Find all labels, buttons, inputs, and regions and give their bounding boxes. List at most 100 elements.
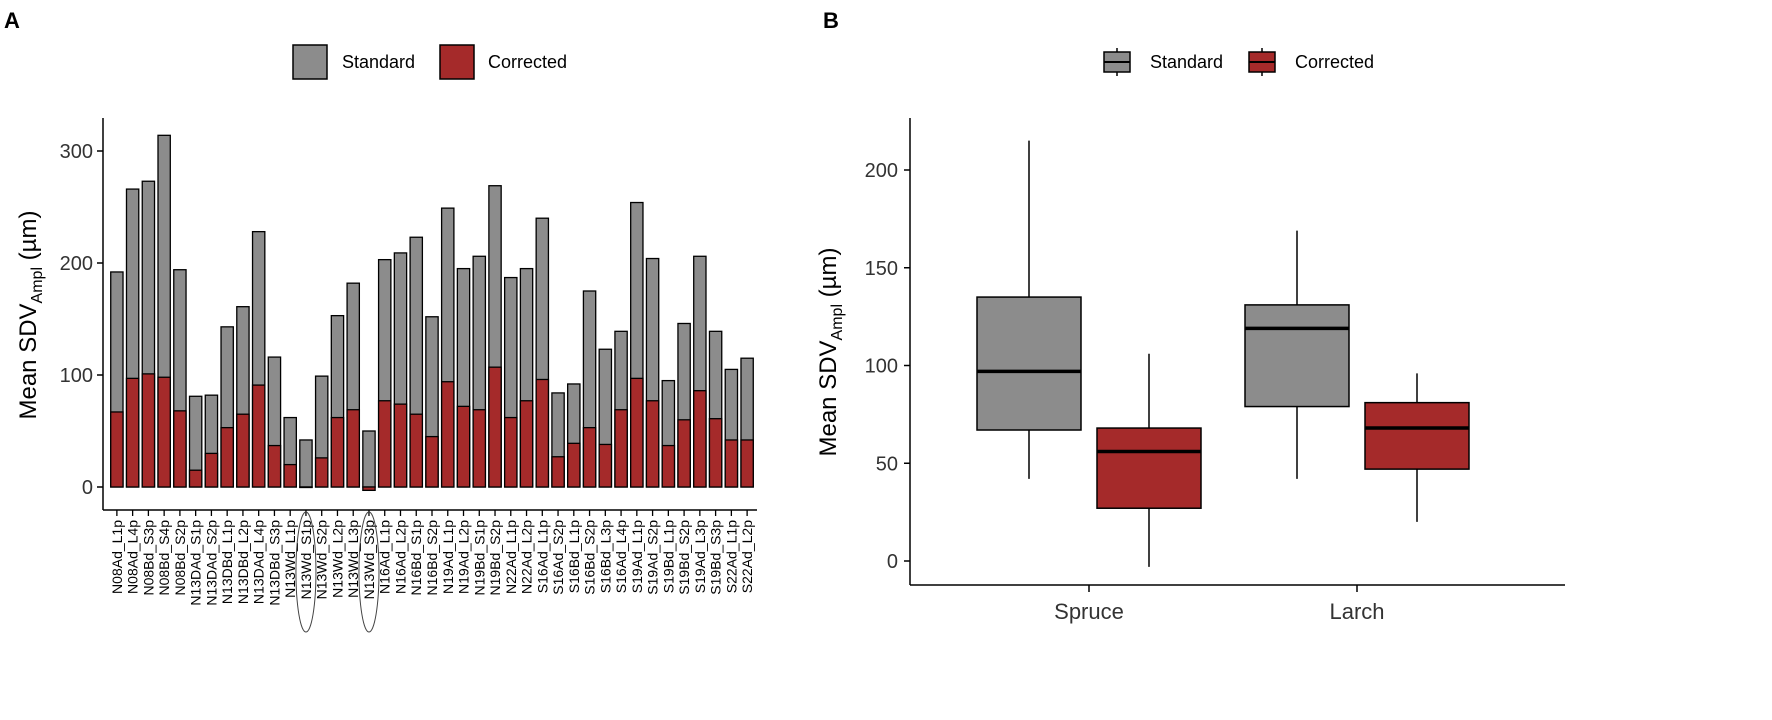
box-standard [1244, 304, 1350, 408]
bar-corrected [283, 463, 297, 488]
plot-area-b: 0 50 100 150 200 Spruce Larch [865, 118, 1565, 624]
bar-corrected [188, 469, 203, 488]
legend-b-standard-label: Standard [1150, 52, 1223, 72]
x-tick-label-a: N13DAd_L4p [251, 520, 267, 604]
bar-corrected [267, 444, 282, 488]
bar-corrected [393, 403, 408, 488]
x-tick-label-a: N19Ad_L1p [440, 520, 456, 594]
y-tick-label-a: 300 [60, 141, 93, 163]
x-tick-label-a: N13Wd_L3p [345, 520, 361, 598]
bar-corrected [440, 381, 455, 488]
x-tick-label-a: N16Ad_L2p [392, 520, 408, 594]
bar-standard [362, 430, 376, 488]
bar-corrected [236, 413, 250, 488]
x-tick-label-a: N08Ad_L1p [109, 520, 125, 594]
x-tick-label-a: N19Bd_S2p [487, 520, 503, 596]
x-tick-label-a: N08Bd_S4p [156, 520, 172, 596]
x-tick-label-a: N19Ad_L2p [456, 520, 472, 594]
x-tick-label-b: Spruce [1054, 599, 1124, 624]
bar-corrected [488, 366, 502, 488]
x-tick-label-a: N13Wd_S1p [298, 520, 314, 600]
bar-corrected [362, 486, 376, 492]
x-tick-label-a: N08Ad_L4p [125, 520, 141, 594]
bar-corrected [598, 443, 613, 488]
y-tick-label-b: 200 [865, 160, 898, 182]
bar-corrected [141, 373, 156, 488]
box-standard [976, 296, 1082, 431]
legend-a: Standard Corrected [292, 44, 567, 80]
bar-corrected [204, 452, 219, 488]
x-tick-label-a: S16Ad_S2p [550, 520, 566, 595]
bar-corrected [693, 390, 707, 488]
bar-corrected [125, 377, 140, 488]
bar-corrected [346, 409, 361, 488]
bar-corrected [314, 457, 329, 488]
x-tick-label-a: N13DBd_L2p [235, 520, 251, 604]
x-tick-label-a: N22Ad_L2p [519, 520, 535, 594]
x-tick-label-a: N22Ad_L1p [503, 520, 519, 594]
x-tick-label-a: N13DAd_S1p [188, 520, 204, 606]
x-tick-label-a: N13DBd_L1p [219, 520, 235, 604]
bar-corrected [503, 416, 518, 488]
bar-corrected [614, 409, 628, 488]
x-tick-label-a: N13DAd_S2p [203, 520, 219, 606]
y-axis-title-b: Mean SDVAmpl (µm) [815, 248, 846, 457]
x-tick-label-a: S16Ad_L4p [613, 520, 629, 593]
x-tick-label-a: S19Ad_L1p [629, 520, 645, 593]
x-tick-label-a: N16Bd_S2p [424, 520, 440, 596]
y-tick-label-b: 150 [865, 258, 898, 280]
x-tick-label-a: S16Bd_S2p [582, 520, 598, 595]
legend-b: Standard Corrected [1103, 48, 1374, 76]
y-tick-label-a: 100 [60, 365, 93, 387]
panel-label-b: B [823, 8, 839, 33]
legend-a-standard-label: Standard [342, 52, 415, 72]
panel-label-a: A [4, 8, 20, 33]
bar-corrected [330, 416, 345, 488]
x-tick-label-a: N13Wd_S2p [314, 520, 330, 600]
bar-corrected [456, 405, 471, 488]
bar-corrected [251, 384, 266, 488]
y-tick-label-b: 50 [876, 453, 898, 475]
bar-corrected [708, 418, 723, 488]
bar-corrected [677, 419, 691, 488]
bar-standard [299, 439, 313, 488]
x-tick-label-a: S19Bd_S3p [708, 520, 724, 595]
bar-corrected [519, 400, 534, 488]
x-tick-label-a: S19Ad_S2p [645, 520, 661, 595]
bar-corrected [551, 456, 565, 488]
x-tick-label-a: S16Ad_L1p [534, 520, 550, 593]
x-tick-label-a: N16Bd_S1p [408, 520, 424, 596]
bar-corrected [220, 426, 234, 488]
bar-corrected [472, 409, 487, 488]
x-tick-label-a: S19Ad_L3p [692, 520, 708, 593]
y-tick-label-b: 100 [865, 356, 898, 378]
bar-corrected [110, 411, 124, 488]
x-tick-label-a: S16Bd_L3p [597, 520, 613, 593]
bar-corrected [740, 439, 754, 488]
x-tick-label-a: N13Wd_S3p [361, 520, 377, 600]
x-tick-label-a: N13Wd_L2p [329, 520, 345, 598]
bar-corrected [299, 486, 313, 489]
bar-corrected [425, 435, 439, 488]
x-tick-label-a: S22Ad_L1p [723, 520, 739, 593]
bar-corrected [661, 444, 676, 488]
bar-corrected [724, 439, 739, 488]
y-tick-label-b: 0 [887, 551, 898, 573]
bar-corrected [409, 413, 424, 488]
x-tick-label-a: S19Bd_S2p [676, 520, 692, 595]
box-corrected [1096, 427, 1202, 509]
x-tick-label-a: N19Bd_S1p [471, 520, 487, 596]
bar-corrected [157, 376, 171, 488]
y-axis-title-a: Mean SDVAmpl (µm) [15, 211, 46, 420]
bar-corrected [173, 410, 187, 488]
bar-corrected [377, 400, 392, 488]
x-tick-label-a: N16Ad_L1p [377, 520, 393, 594]
x-tick-label-a: N08Bd_S2p [172, 520, 188, 596]
legend-b-corrected-label: Corrected [1295, 52, 1374, 72]
box-corrected [1364, 401, 1470, 470]
legend-a-corrected-label: Corrected [488, 52, 567, 72]
y-tick-label-a: 200 [60, 253, 93, 275]
x-tick-label-b: Larch [1329, 599, 1384, 624]
x-tick-label-a: N13DBd_S3p [266, 520, 282, 606]
